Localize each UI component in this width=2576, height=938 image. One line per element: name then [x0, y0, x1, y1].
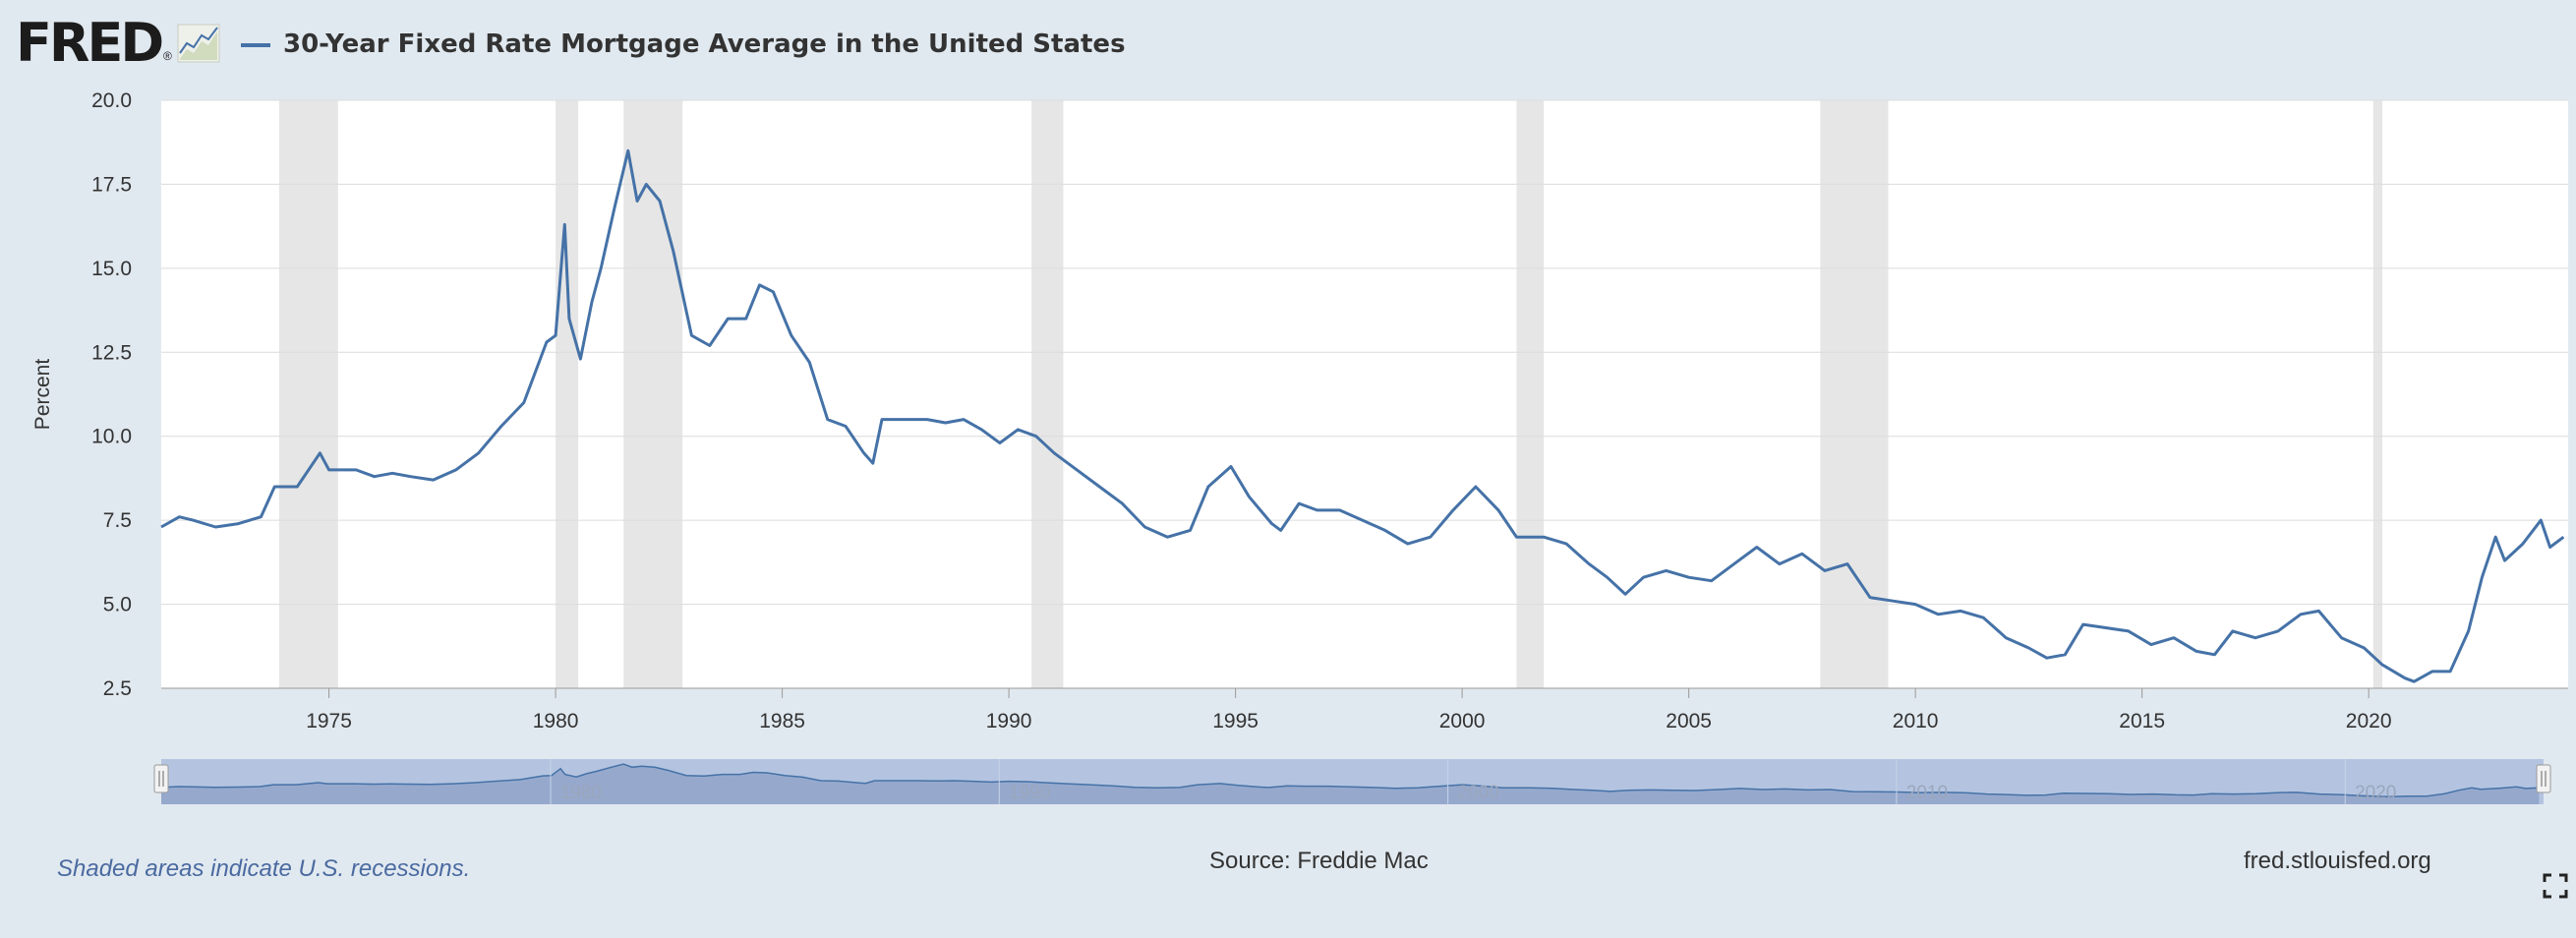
x-tick-label: 1995: [1212, 710, 1259, 733]
y-tick-label: 7.5: [103, 509, 132, 532]
recession-shading: [278, 100, 2382, 688]
recession-band: [556, 100, 579, 688]
x-tick-label: 2000: [1439, 710, 1486, 733]
navigator-series-line: [160, 763, 2540, 798]
navigator-tick-label: 2000: [1457, 783, 1498, 803]
recession-band: [1820, 100, 1889, 688]
navigator-tick-label: 1990: [1009, 783, 1050, 803]
x-tick-label: 1990: [986, 710, 1032, 733]
recession-band: [1516, 100, 1545, 688]
recession-band: [623, 100, 683, 688]
y-tick-label: 2.5: [103, 677, 132, 700]
x-tick-label: 2005: [1666, 710, 1712, 733]
line-chart-icon: [177, 24, 220, 63]
chart-header: FRED ® 30-Year Fixed Rate Mortgage Avera…: [0, 0, 2576, 88]
navigator-ticks: 1980 1990 2000 2010 2020: [550, 759, 2396, 804]
recession-band: [2372, 100, 2382, 688]
y-tick-label: 17.5: [91, 173, 132, 196]
legend-swatch: [241, 43, 270, 47]
navigator-series-area: [161, 764, 2540, 804]
handle-grip: [2536, 764, 2551, 793]
fred-logo[interactable]: FRED: [16, 12, 164, 74]
y-tick-label: 5.0: [103, 594, 132, 616]
handle-grip: [153, 764, 169, 793]
y-axis-ticks: 20.0 17.5 15.0 12.5 10.0 7.5 5.0 2.5: [91, 89, 132, 700]
x-tick-label: 1980: [533, 710, 579, 733]
chart-title[interactable]: 30-Year Fixed Rate Mortgage Average in t…: [283, 29, 1126, 59]
navigator-tick-label: 1980: [560, 783, 602, 803]
recession-band: [278, 100, 338, 688]
range-navigator[interactable]: 1980 1990 2000 2010 2020: [153, 759, 2551, 804]
y-tick-label: 15.0: [91, 258, 132, 280]
recession-band: [1031, 100, 1064, 688]
fred-url-link[interactable]: fred.stlouisfed.org: [2244, 848, 2431, 874]
y-tick-label: 20.0: [91, 89, 132, 112]
y-tick-label: 12.5: [91, 341, 132, 364]
series-line[interactable]: [160, 148, 2565, 683]
y-axis-label: Percent: [31, 359, 54, 431]
x-tick-label: 1985: [759, 710, 805, 733]
source-label: Source: Freddie Mac: [1209, 848, 1429, 874]
navigator-handle-right[interactable]: [2536, 764, 2551, 793]
navigator-handle-left[interactable]: [153, 764, 169, 793]
navigator-tick-label: 2020: [2355, 783, 2396, 803]
x-tick-label: 1975: [306, 710, 352, 733]
logo-registered-mark: ®: [163, 49, 172, 63]
x-tick-label: 2015: [2119, 710, 2165, 733]
x-axis-ticks: 1975 1980 1985 1990 1995 2000 2005 2010 2015 2020: [161, 687, 2568, 733]
navigator-tick-label: 2010: [1906, 783, 1948, 803]
x-tick-label: 2010: [1893, 710, 1939, 733]
y-tick-label: 10.0: [91, 426, 132, 448]
fullscreen-icon[interactable]: [2543, 873, 2568, 899]
plot-background: [161, 100, 2568, 688]
recession-note: Shaded areas indicate U.S. recessions.: [57, 855, 471, 882]
x-tick-label: 2020: [2346, 710, 2392, 733]
